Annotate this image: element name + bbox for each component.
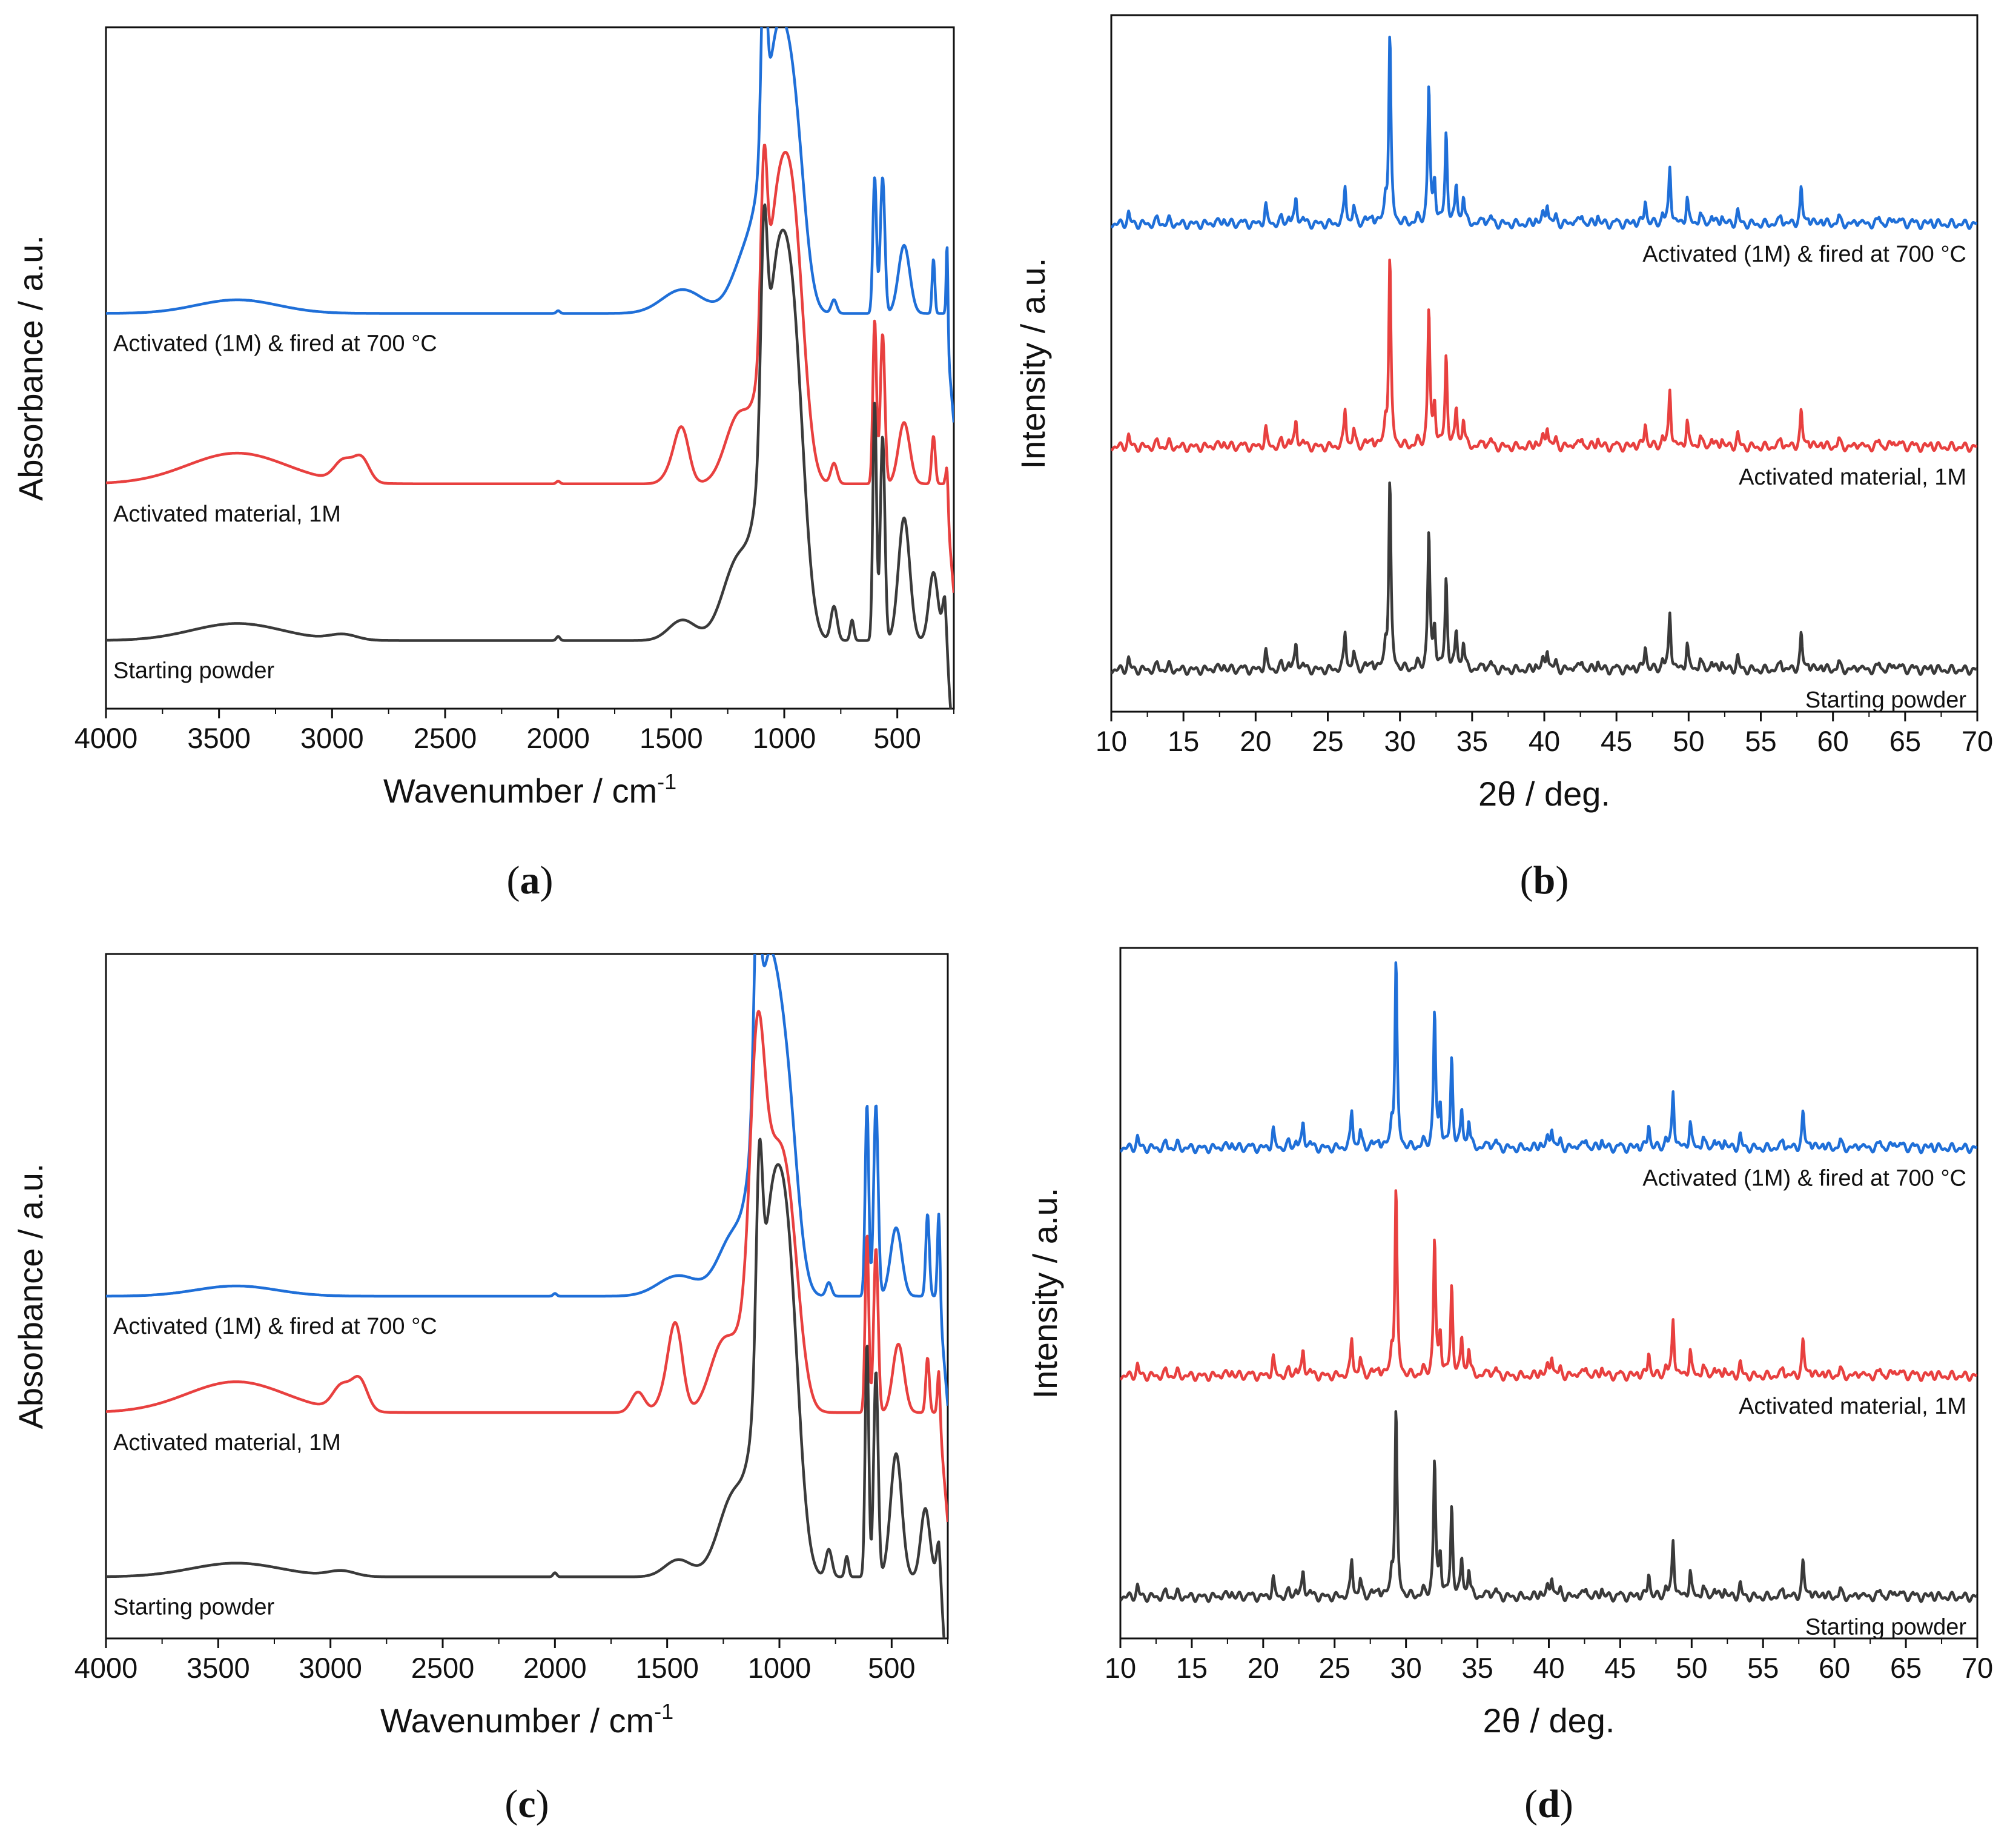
trace-label-3: Starting powder [113,658,274,684]
panel-label: (d) [1524,1782,1573,1826]
series-line-3 [106,1138,946,1638]
x-tick-label: 1500 [635,1652,699,1684]
chart-panel-a: 4000 3500 3000 2500 2000 1500 1000 500 Wavenumbe… [12,26,955,902]
x-tick-label: 55 [1747,1652,1779,1684]
x-tick-label: 15 [1176,1652,1208,1684]
x-tick-label: 2000 [523,1652,587,1684]
panel-label: (a) [507,858,554,902]
x-tick-label: 35 [1456,725,1488,757]
series-line-2 [1111,258,1977,453]
x-tick-label: 4000 [74,722,138,754]
series-line-2 [1120,1189,1977,1382]
x-tick-label: 65 [1889,725,1921,757]
x-tick-label: 3000 [299,1652,362,1684]
x-axis-label: 2θ / deg. [1483,1701,1615,1740]
plot-frame [1119,947,1979,1640]
plot-frame [1110,14,1979,713]
x-tick-label: 40 [1533,1652,1564,1684]
trace-label-2: Activated material, 1M [1739,1394,1966,1419]
x-tick-label: 45 [1601,725,1632,757]
chart-panel-b: 10 15 20 25 30 35 40 45 50 55 60 65 70 2θ / deg. Inten… [1014,14,1993,902]
x-tick-label: 20 [1248,1652,1279,1684]
trace-label-1: Activated (1M) & fired at 700 °C [1642,1166,1966,1191]
x-tick-label: 4000 [74,1652,138,1684]
x-tick-label: 50 [1673,725,1704,757]
x-tick-label: 25 [1312,725,1343,757]
x-axis-label-superscript: -1 [657,769,676,794]
x-axis-label: 2θ / deg. [1478,775,1610,813]
trace-label-3: Starting powder [1805,687,1966,713]
series-line-3 [1120,1410,1977,1603]
trace-label-1: Activated (1M) & fired at 700 °C [113,1314,437,1339]
x-tick-label: 2000 [526,722,590,754]
x-tick-label: 70 [1962,725,1993,757]
trace-label-2: Activated material, 1M [113,1430,341,1456]
x-tick-label: 30 [1384,725,1416,757]
x-tick-label: 65 [1890,1652,1922,1684]
x-tick-label: 20 [1240,725,1271,757]
x-tick-label: 35 [1461,1652,1493,1684]
x-axis-label-superscript: -1 [654,1699,673,1724]
x-tick-label: 10 [1096,725,1127,757]
y-axis-label: Intensity / a.u. [1026,1188,1064,1399]
series-line-2 [106,1010,948,1523]
series-line-3 [106,203,952,709]
x-tick-label: 3500 [187,1652,250,1684]
trace-label-3: Starting powder [113,1594,274,1620]
x-tick-label: 60 [1817,725,1849,757]
x-tick-label: 25 [1319,1652,1350,1684]
chart-panel-d: 10 15 20 25 30 35 40 45 50 55 60 65 70 2θ / deg. Inten… [1026,947,1993,1826]
series-line-1 [106,954,948,1406]
trace-label-2: Activated material, 1M [113,502,341,527]
plot-frame [105,26,955,710]
x-tick-label: 2500 [411,1652,475,1684]
x-tick-label: 70 [1962,1652,1993,1684]
x-tick-label: 10 [1105,1652,1136,1684]
x-tick-label: 55 [1745,725,1776,757]
series-line-1 [1120,961,1977,1154]
x-tick-label: 50 [1676,1652,1707,1684]
trace-label-1: Activated (1M) & fired at 700 °C [1642,242,1966,267]
y-axis-label: Absorbance / a.u. [12,235,50,501]
x-tick-label: 3000 [300,722,364,754]
y-axis-label: Absorbance / a.u. [12,1164,50,1429]
x-tick-label: 500 [873,722,921,754]
trace-label-2: Activated material, 1M [1739,465,1966,490]
panel-label: (c) [504,1782,549,1826]
x-tick-label: 45 [1604,1652,1636,1684]
x-tick-label: 500 [868,1652,915,1684]
x-tick-label: 1000 [753,722,816,754]
series-line-3 [1111,481,1977,676]
x-tick-label: 60 [1819,1652,1850,1684]
x-tick-label: 3500 [187,722,251,754]
x-tick-label: 30 [1390,1652,1422,1684]
trace-label-1: Activated (1M) & fired at 700 °C [113,331,437,357]
x-axis-label: Wavenumber / cm-1 [383,769,676,810]
y-axis-label: Intensity / a.u. [1014,258,1052,469]
panel-label: (b) [1520,858,1569,902]
x-tick-label: 15 [1168,725,1199,757]
x-tick-label: 1500 [640,722,703,754]
trace-label-3: Starting powder [1805,1615,1966,1640]
x-tick-label: 1000 [748,1652,812,1684]
x-tick-label: 2500 [414,722,477,754]
series-line-1 [1111,35,1977,230]
chart-panel-c: 4000 3500 3000 2500 2000 1500 1000 500 Wavenumbe… [12,953,949,1826]
x-tick-label: 40 [1529,725,1560,757]
series-line-2 [106,144,954,593]
series-line-1 [106,27,954,423]
x-axis-label: Wavenumber / cm-1 [380,1699,673,1740]
